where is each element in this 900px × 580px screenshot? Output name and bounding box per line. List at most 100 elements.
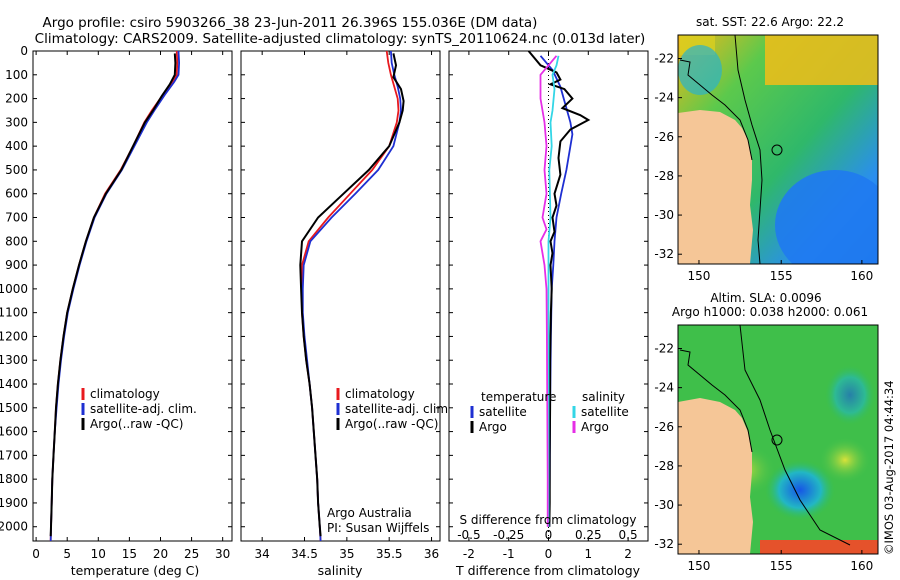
figure-subtitle: Climatology: CARS2009. Satellite-adjuste… (35, 31, 646, 47)
s-diff-tick-labels: -0.5 -0.25 0 0.25 0.5 (457, 528, 637, 542)
difference-ticks: -2 -1 0 1 2 (449, 50, 648, 561)
salinity-panel: 34 34.5 35 35.5 36 salinity climatologysatel… (240, 50, 452, 578)
x-tick-label: 15 (122, 547, 137, 561)
map-lat-label: -32 (654, 537, 674, 551)
s-tick-label: 0 (545, 528, 553, 542)
map-lat-label: -26 (654, 420, 674, 434)
x-tick-label: 20 (153, 547, 168, 561)
pi-label: PI: Susan Wijffels (327, 521, 429, 535)
sst-map-frame (677, 34, 879, 265)
sla-map-frame (677, 324, 879, 555)
legend-label: satellite (479, 405, 527, 419)
salinity-plot-frame (240, 50, 441, 542)
map-lon-label: 160 (850, 559, 873, 573)
sla-contour (739, 325, 851, 546)
series-line-s-satellite (547, 55, 560, 527)
y-tick-label: 900 (5, 258, 28, 272)
x-tick-label: 34.5 (291, 547, 318, 561)
map-lon-label: 150 (688, 559, 711, 573)
y-tick-label: 100 (5, 68, 28, 82)
y-tick-label: 1800 (0, 472, 28, 486)
sst-land (678, 110, 753, 264)
x-tick-label: 5 (63, 547, 71, 561)
sst-cool-patch-2 (678, 45, 722, 95)
y-tick-label: 0 (20, 44, 28, 58)
sla-coastline (679, 349, 753, 453)
sla-warm-eddy (820, 438, 870, 482)
series-line-s-argo (539, 55, 558, 527)
sla-land (678, 398, 753, 554)
series-line-argo-raw-qc (49, 53, 177, 537)
map-lat-label: -26 (654, 130, 674, 144)
y-tick-label: 700 (5, 211, 28, 225)
series-line-argo-raw-qc (299, 53, 405, 537)
y-tick-label: 1900 (0, 496, 28, 510)
x-tick-label: 35 (339, 547, 354, 561)
legend-label: Argo(..raw -QC) (90, 417, 183, 431)
y-tick-label: 1200 (0, 329, 28, 343)
y-tick-label: 800 (5, 234, 28, 248)
sla-map-ticks: 150 155 160 -22 -24 -26 -28 -30 -32 (654, 341, 873, 573)
legend-label: satellite (581, 405, 629, 419)
x-tick-label: 1 (584, 547, 592, 561)
difference-legend: temperature salinitysatelliteArgosatellit… (470, 390, 629, 434)
temperature-ticks: 0 5 10 15 20 25 300100200300400500600700800900… (0, 44, 232, 561)
s-tick-label: 0.25 (575, 528, 602, 542)
temperature-xlabel: temperature (deg C) (71, 563, 200, 578)
salinity-series (299, 50, 405, 542)
sst-argo-position (771, 144, 783, 156)
x-tick-label: 25 (184, 547, 199, 561)
sla-map: Altim. SLA: 0.0096 Argo h1000: 0.038 h20… (654, 291, 879, 573)
sst-shelf-contour (734, 35, 763, 264)
legend-label: climatology (90, 387, 160, 401)
x-tick-label: 10 (91, 547, 106, 561)
figure-title: Argo profile: csiro 5903266_38 23-Jun-20… (43, 15, 538, 31)
x-tick-label: 34 (255, 547, 270, 561)
y-tick-label: 1300 (0, 353, 28, 367)
y-tick-label: 300 (5, 115, 28, 129)
legend-label: Argo (581, 420, 609, 434)
x-tick-label: -1 (503, 547, 515, 561)
x-tick-label: 0 (545, 547, 553, 561)
sst-map: sat. SST: 22.6 Argo: 22.2 150 155 160 -22 -2… (654, 15, 879, 283)
map-lat-label: -28 (654, 459, 674, 473)
temperature-plot-frame (32, 50, 233, 542)
y-tick-label: 1100 (0, 306, 28, 320)
s-tick-label: -0.5 (457, 528, 480, 542)
x-tick-label: 36 (424, 547, 439, 561)
sst-cool-patch (775, 170, 878, 264)
t-diff-xlabel: T difference from climatology (455, 563, 641, 578)
sla-cool-eddy (765, 460, 835, 520)
sla-map-title: Altim. SLA: 0.0096 (710, 291, 821, 305)
map-lat-label: -32 (654, 247, 674, 261)
s-diff-xlabel: S difference from climatology (460, 513, 637, 527)
map-lat-label: -24 (654, 381, 674, 395)
y-tick-label: 1500 (0, 401, 28, 415)
legend-label: Argo (479, 420, 507, 434)
legend-label: satellite-adj. clim. (90, 402, 197, 416)
map-lon-label: 160 (850, 269, 873, 283)
y-tick-label: 2000 (0, 520, 28, 534)
y-tick-label: 600 (5, 187, 28, 201)
x-tick-label: 0 (32, 547, 40, 561)
institution-label: Argo Australia (327, 506, 412, 520)
y-tick-label: 500 (5, 163, 28, 177)
temperature-series (49, 50, 181, 542)
x-tick-label: 30 (215, 547, 230, 561)
map-lat-label: -28 (654, 169, 674, 183)
x-tick-label: -2 (463, 547, 475, 561)
sst-map-title: sat. SST: 22.6 Argo: 22.2 (696, 15, 844, 29)
y-tick-label: 1600 (0, 425, 28, 439)
map-lat-label: -30 (654, 208, 674, 222)
sla-cool-eddy-2 (825, 365, 875, 425)
map-lat-label: -22 (654, 51, 674, 65)
sst-coastline (679, 59, 753, 161)
y-tick-label: 1700 (0, 448, 28, 462)
map-lat-label: -24 (654, 91, 674, 105)
legend-title-salinity: salinity (582, 390, 625, 404)
x-tick-label: 2 (624, 547, 632, 561)
s-tick-label: 0.5 (619, 528, 638, 542)
map-lat-label: -30 (654, 498, 674, 512)
